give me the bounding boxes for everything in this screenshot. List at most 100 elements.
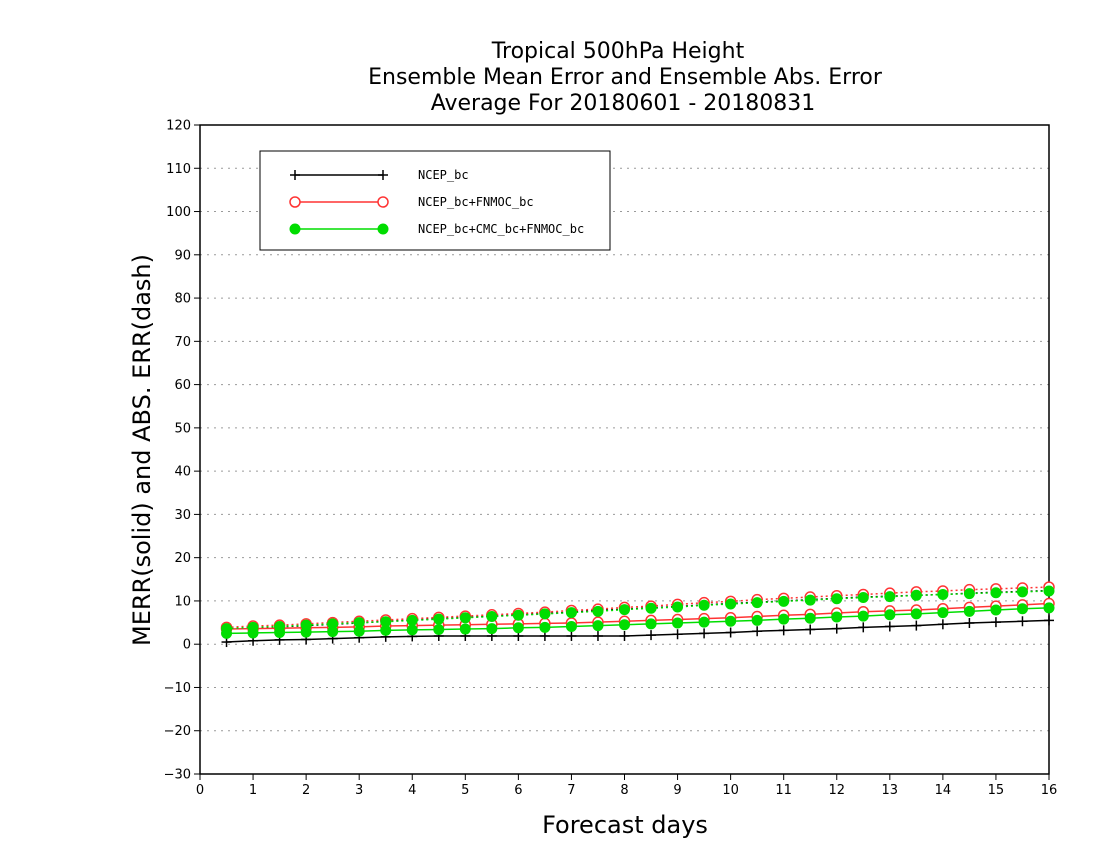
y-tick-label: 60: [174, 378, 191, 393]
merr-point: [274, 627, 286, 639]
merr-point: [990, 604, 1002, 616]
merr-point: [645, 618, 657, 630]
abs-err-point: [910, 589, 922, 601]
merr-point: [433, 623, 445, 635]
abs-err-point: [698, 599, 710, 611]
series-layer: [220, 581, 1055, 648]
x-tick-label: 5: [461, 783, 469, 798]
merr-point: [937, 619, 948, 630]
abs-err-point: [884, 591, 896, 603]
abs-err-point: [1016, 586, 1028, 598]
merr-point: [699, 628, 710, 639]
y-tick-label: 10: [174, 594, 191, 609]
merr-point: [406, 624, 418, 636]
legend-label: NCEP_bc+FNMOC_bc: [418, 195, 534, 209]
y-tick-label: −20: [164, 724, 191, 739]
merr-point: [884, 609, 896, 621]
abs-err-point: [433, 613, 445, 625]
legend-marker: [377, 196, 389, 208]
legend: NCEP_bc NCEP_bc+FNMOC_bc NCEP_bc+CMC_bc+FN…: [259, 150, 611, 251]
legend-marker: [290, 170, 300, 180]
y-tick-label: 100: [166, 205, 191, 220]
y-tick-label: 80: [174, 292, 191, 307]
x-tick-label: 16: [1041, 783, 1058, 798]
abs-err-point: [778, 595, 790, 607]
y-tick-label: 0: [183, 638, 191, 653]
abs-err-point: [619, 604, 630, 616]
merr-point: [327, 626, 339, 638]
x-tick-label: 11: [775, 783, 792, 798]
x-tick-label: 9: [673, 783, 681, 798]
legend-item-ncep-bc-cmc-bc-fnmoc-bc: NCEP_bc+CMC_bc+FNMOC_bc: [289, 222, 584, 236]
merr-point: [353, 625, 365, 637]
x-tick-label: 12: [828, 783, 845, 798]
merr-point: [539, 621, 551, 633]
abs-err-point: [565, 607, 577, 619]
abs-err-point: [990, 587, 1002, 599]
legend-box: [259, 150, 611, 251]
x-tick-label: 4: [408, 783, 416, 798]
merr-point: [592, 620, 604, 632]
merr-point: [990, 617, 1001, 628]
x-axis-ticks: 0 1 2 3 4 5 6 7 8 9 10 11 12 13 14 15 16: [196, 774, 1057, 798]
y-tick-label: 90: [174, 248, 191, 263]
merr-point: [778, 625, 789, 636]
merr-point: [937, 607, 949, 619]
merr-point: [1017, 616, 1028, 627]
x-axis-label: Forecast days: [542, 811, 708, 839]
x-tick-label: 0: [196, 783, 204, 798]
merr-point: [1043, 602, 1055, 614]
x-tick-label: 3: [355, 783, 363, 798]
merr-point: [486, 623, 498, 635]
merr-point: [963, 605, 975, 617]
legend-label: NCEP_bc+CMC_bc+FNMOC_bc: [418, 222, 584, 236]
abs-err-point: [857, 591, 869, 603]
x-tick-label: 8: [620, 783, 628, 798]
y-tick-label: −10: [164, 681, 191, 696]
merr-point: [805, 624, 816, 635]
abs-err-point: [645, 602, 657, 614]
legend-marker: [377, 223, 389, 235]
series-ncep-bc-cmc-bc-fnmoc-bc: [221, 585, 1055, 639]
legend-marker: [289, 196, 301, 208]
merr-point: [831, 611, 843, 623]
merr-point: [752, 626, 763, 637]
abs-err-point: [459, 612, 471, 624]
x-tick-label: 14: [935, 783, 952, 798]
merr-point: [646, 630, 657, 641]
y-tick-label: 120: [166, 119, 191, 134]
merr-point: [911, 620, 922, 631]
y-tick-label: −30: [164, 768, 191, 783]
abs-err-point: [486, 611, 498, 623]
x-tick-label: 10: [722, 783, 739, 798]
abs-err-point: [512, 609, 524, 621]
merr-point: [884, 621, 895, 632]
merr-point: [565, 620, 577, 632]
abs-err-point: [725, 598, 737, 610]
merr-point: [672, 629, 683, 640]
merr-point: [512, 622, 524, 634]
y-axis-label: MERR(solid) and ABS. ERR(dash): [128, 254, 156, 646]
y-tick-label: 70: [174, 335, 191, 350]
x-tick-label: 7: [567, 783, 575, 798]
chart-title: Tropical 500hPa Height: [491, 39, 745, 64]
merr-point: [619, 630, 630, 641]
y-tick-label: 50: [174, 421, 191, 436]
merr-point: [1016, 603, 1028, 615]
merr-point: [725, 615, 737, 627]
y-axis-ticks: −30 −20 −10 0 10 20 30 40 50 60 70 80 90 100 110 120: [164, 119, 200, 783]
abs-err-point: [831, 593, 843, 605]
merr-point: [778, 613, 790, 625]
merr-point: [858, 622, 869, 633]
merr-point: [619, 619, 630, 631]
merr-point: [672, 617, 684, 629]
series-ncep-bc: [221, 585, 1054, 648]
x-tick-label: 6: [514, 783, 522, 798]
y-tick-label: 40: [174, 465, 191, 480]
merr-point: [247, 627, 259, 639]
merr-point: [751, 614, 763, 626]
merr-point: [380, 624, 392, 636]
merr-point: [459, 623, 471, 635]
merr-point: [300, 626, 312, 638]
y-tick-label: 110: [166, 162, 191, 177]
